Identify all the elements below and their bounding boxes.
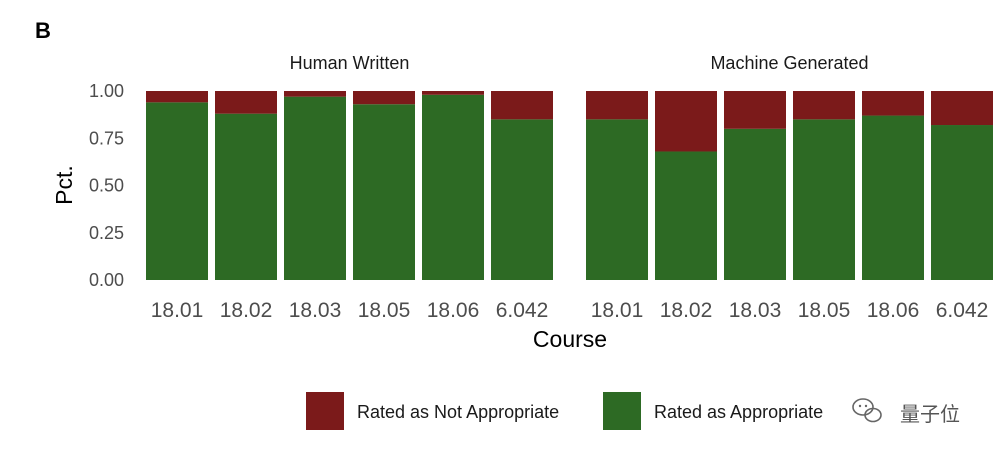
legend: Rated as Not Appropriate Rated as Approp…: [306, 392, 823, 430]
bar-segment-appropriate: [491, 119, 553, 280]
bar-segment-appropriate: [586, 119, 648, 280]
x-tick-label: 18.06: [427, 299, 480, 322]
x-tick-label: 18.03: [729, 299, 782, 322]
y-tick-label: 0.75: [89, 128, 124, 148]
bar-segment-not-appropriate: [284, 91, 346, 97]
bar-segment-appropriate: [931, 125, 993, 281]
bars: [146, 91, 993, 281]
bar-segment-appropriate: [353, 104, 415, 280]
bar-segment-not-appropriate: [931, 91, 993, 126]
y-tick-label: 0.00: [89, 270, 124, 290]
x-tick-label: 18.01: [591, 299, 644, 322]
watermark: 量子位: [852, 398, 960, 426]
legend-swatch-not-appropriate: [306, 392, 344, 430]
bar-segment-appropriate: [215, 113, 277, 281]
x-axis-title: Course: [533, 326, 607, 352]
y-tick-label: 0.25: [89, 223, 124, 243]
facet-title: Human Written: [290, 53, 410, 73]
x-tick-label: 18.06: [867, 299, 920, 322]
bar-segment-not-appropriate: [491, 91, 553, 120]
bar-segment-not-appropriate: [793, 91, 855, 120]
x-tick-label: 18.05: [798, 299, 851, 322]
bar-segment-not-appropriate: [146, 91, 208, 103]
bar-segment-appropriate: [284, 96, 346, 280]
y-tick-label: 0.50: [89, 176, 124, 196]
bar-segment-appropriate: [724, 128, 786, 280]
watermark-text: 量子位: [900, 403, 960, 426]
x-tick-label: 18.05: [358, 299, 411, 322]
bar-segment-not-appropriate: [353, 91, 415, 105]
bar-segment-appropriate: [793, 119, 855, 280]
x-tick-label: 6.042: [496, 299, 549, 322]
y-axis-title: Pct.: [51, 165, 77, 205]
x-tick-label: 18.02: [220, 299, 273, 322]
bar-segment-not-appropriate: [655, 91, 717, 152]
legend-swatch-appropriate: [603, 392, 641, 430]
bar-segment-not-appropriate: [724, 91, 786, 129]
bar-segment-appropriate: [655, 151, 717, 280]
bar-segment-not-appropriate: [422, 91, 484, 95]
x-axis-ticks: 18.01 18.02 18.03 18.05 18.06 6.042 18.01 18.02…: [151, 299, 989, 322]
panel-label: B: [35, 18, 51, 43]
bar-segment-not-appropriate: [862, 91, 924, 116]
x-tick-label: 18.02: [660, 299, 713, 322]
x-tick-label: 18.01: [151, 299, 204, 322]
bar-segment-not-appropriate: [586, 91, 648, 120]
legend-label-appropriate: Rated as Appropriate: [654, 402, 823, 422]
bar-segment-appropriate: [146, 102, 208, 280]
bar-segment-appropriate: [422, 94, 484, 280]
bar-segment-not-appropriate: [215, 91, 277, 114]
y-tick-label: 1.00: [89, 81, 124, 101]
facet-title: Machine Generated: [710, 53, 868, 73]
wechat-icon: [852, 398, 882, 423]
x-tick-label: 6.042: [936, 299, 989, 322]
y-axis-ticks: 0.00 0.25 0.50 0.75 1.00: [89, 81, 124, 290]
bar-segment-appropriate: [862, 115, 924, 280]
x-tick-label: 18.03: [289, 299, 342, 322]
facet-titles: Human Written Machine Generated: [290, 53, 869, 73]
legend-label-not-appropriate: Rated as Not Appropriate: [357, 402, 559, 422]
